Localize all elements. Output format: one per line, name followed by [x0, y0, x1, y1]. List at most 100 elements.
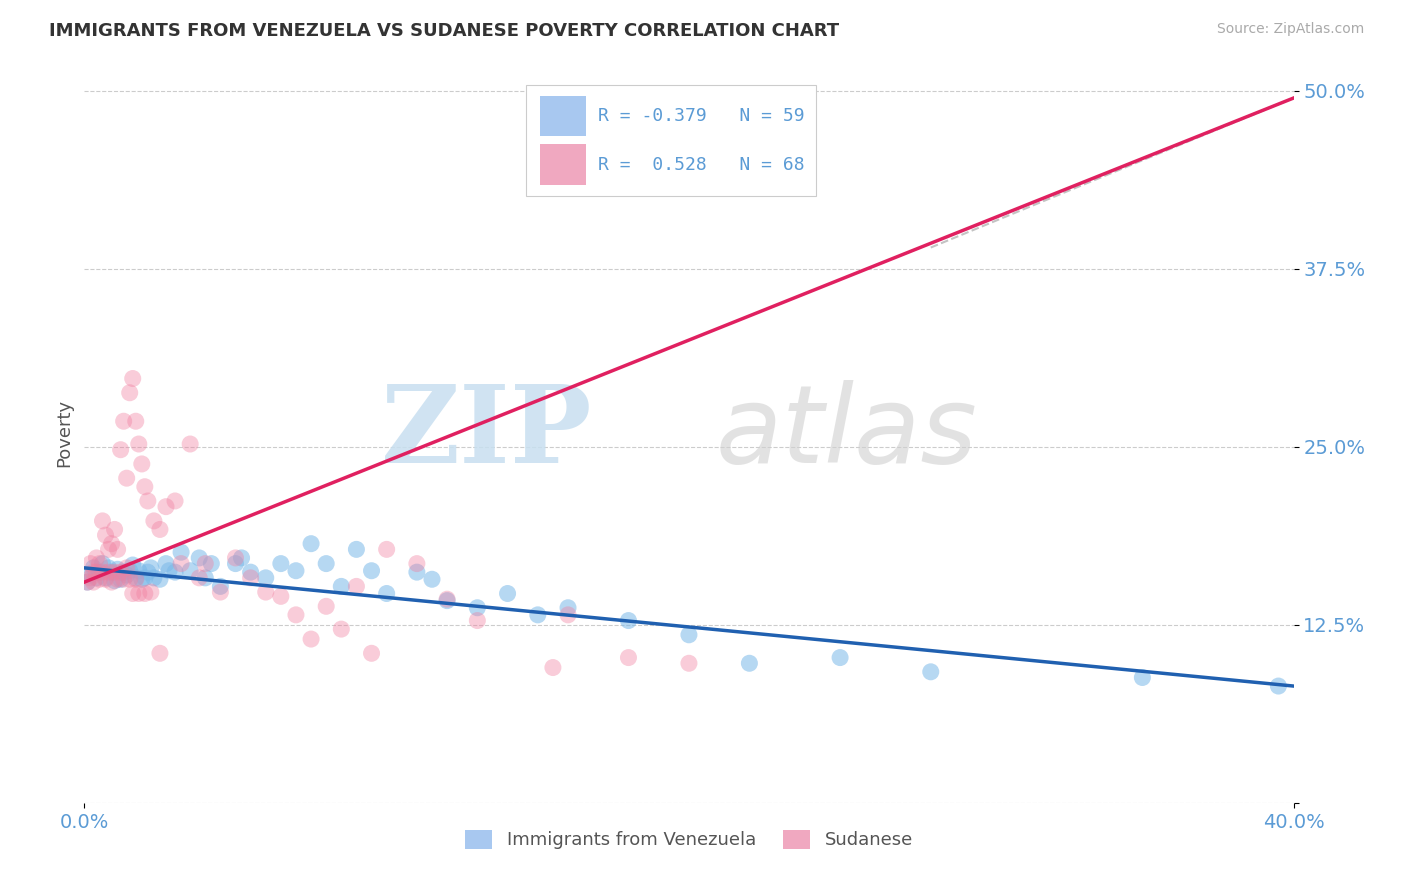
Point	[330, 579, 353, 593]
Point	[678, 657, 700, 671]
Point	[136, 565, 159, 579]
Point	[107, 572, 129, 586]
Point	[82, 565, 104, 579]
Point	[112, 572, 135, 586]
Point	[209, 585, 232, 599]
Point	[299, 632, 322, 646]
Point	[125, 414, 148, 428]
Point	[299, 536, 322, 550]
Point	[188, 550, 211, 565]
Point	[134, 480, 156, 494]
Point	[94, 571, 117, 585]
Point	[678, 628, 700, 642]
Point	[1267, 679, 1289, 693]
Point	[125, 571, 148, 585]
Point	[157, 564, 180, 578]
Point	[136, 494, 159, 508]
Point	[406, 565, 429, 579]
Point	[97, 565, 120, 579]
Text: Source: ZipAtlas.com: Source: ZipAtlas.com	[1216, 22, 1364, 37]
Point	[270, 590, 292, 604]
Point	[110, 442, 132, 457]
Point	[118, 564, 141, 578]
Point	[1130, 671, 1153, 685]
Point	[467, 614, 489, 628]
Point	[89, 565, 111, 579]
Point	[89, 572, 111, 586]
FancyBboxPatch shape	[540, 144, 586, 185]
Point	[830, 650, 852, 665]
Point	[360, 564, 382, 578]
Point	[139, 585, 162, 599]
Point	[128, 437, 150, 451]
Legend: Immigrants from Venezuela, Sudanese: Immigrants from Venezuela, Sudanese	[458, 823, 920, 856]
Point	[94, 572, 117, 586]
Text: R = -0.379   N = 59: R = -0.379 N = 59	[599, 108, 804, 126]
Point	[134, 586, 156, 600]
Point	[315, 599, 337, 614]
Point	[209, 579, 232, 593]
Point	[121, 586, 143, 600]
Point	[139, 561, 162, 575]
Point	[194, 571, 217, 585]
Point	[165, 565, 187, 579]
Point	[557, 607, 579, 622]
Point	[149, 572, 172, 586]
Point	[188, 571, 211, 585]
Point	[149, 523, 172, 537]
Point	[285, 564, 308, 578]
Point	[194, 557, 217, 571]
Y-axis label: Poverty: Poverty	[55, 399, 73, 467]
Point	[115, 568, 138, 582]
Point	[91, 514, 114, 528]
Point	[225, 550, 247, 565]
Point	[79, 568, 101, 582]
Point	[86, 550, 108, 565]
Point	[239, 565, 262, 579]
Point	[89, 557, 111, 571]
Point	[104, 565, 127, 579]
Point	[170, 557, 193, 571]
Point	[149, 646, 172, 660]
Point	[91, 565, 114, 579]
Point	[920, 665, 942, 679]
Point	[254, 585, 277, 599]
Text: ZIP: ZIP	[381, 380, 592, 485]
Point	[86, 571, 108, 585]
Point	[142, 514, 165, 528]
FancyBboxPatch shape	[526, 85, 815, 195]
Point	[315, 557, 337, 571]
Point	[346, 542, 368, 557]
Text: atlas: atlas	[716, 380, 977, 485]
Point	[134, 571, 156, 585]
Point	[91, 557, 114, 571]
Point	[125, 572, 148, 586]
Point	[527, 607, 550, 622]
Point	[97, 561, 120, 575]
Point	[76, 575, 98, 590]
Text: R =  0.528   N = 68: R = 0.528 N = 68	[599, 155, 804, 174]
Point	[617, 614, 640, 628]
Point	[115, 471, 138, 485]
Point	[179, 437, 201, 451]
Point	[112, 565, 135, 579]
Point	[121, 558, 143, 572]
Point	[100, 536, 122, 550]
Point	[128, 586, 150, 600]
Point	[617, 650, 640, 665]
Point	[330, 622, 353, 636]
Point	[200, 557, 222, 571]
Point	[115, 561, 138, 575]
Point	[128, 564, 150, 578]
Point	[104, 523, 127, 537]
Point	[270, 557, 292, 571]
Point	[738, 657, 761, 671]
Point	[155, 557, 177, 571]
Point	[436, 592, 458, 607]
Point	[110, 565, 132, 579]
Point	[86, 565, 108, 579]
Point	[285, 607, 308, 622]
Point	[100, 565, 122, 579]
Point	[104, 574, 127, 588]
Point	[94, 528, 117, 542]
